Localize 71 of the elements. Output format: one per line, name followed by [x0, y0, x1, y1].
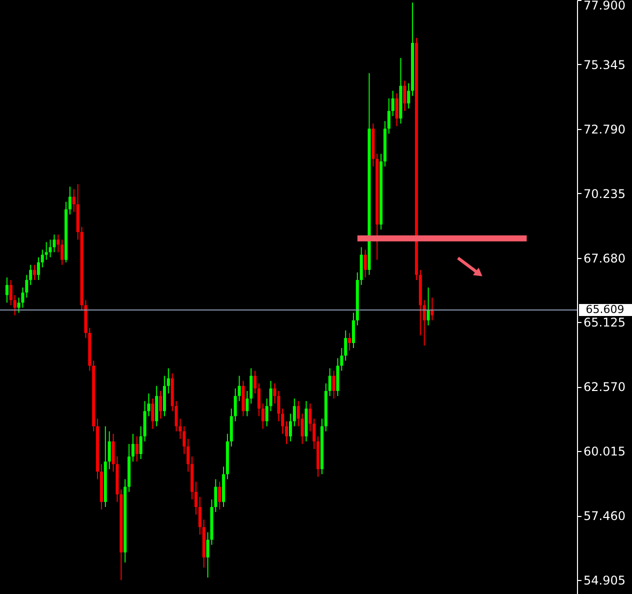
candlestick — [312, 418, 316, 450]
candlestick — [254, 370, 257, 394]
candlestick — [166, 368, 170, 394]
candlestick — [344, 330, 348, 362]
candlestick — [151, 398, 154, 430]
candlestick — [395, 92, 398, 127]
candlestick — [40, 249, 44, 268]
y-tick-label: 67.680 — [584, 251, 626, 266]
candlestick — [387, 98, 390, 134]
candlestick — [194, 481, 198, 516]
candlestick — [68, 186, 72, 215]
candlestick — [285, 420, 288, 444]
candlestick — [288, 413, 292, 442]
candlestick — [246, 390, 249, 417]
candlestick — [234, 388, 237, 422]
candlestick — [36, 256, 40, 280]
y-tick-label: 65.125 — [584, 316, 626, 330]
candlestick — [328, 368, 332, 396]
y-tick-label: 54.905 — [584, 574, 626, 588]
candlestick — [300, 413, 304, 444]
candlestick — [60, 239, 64, 266]
candlestick — [391, 90, 394, 117]
candlestick — [261, 403, 264, 430]
candlestick — [407, 82, 410, 109]
candlestick — [292, 398, 296, 427]
candlestick — [182, 426, 186, 455]
candlestick — [348, 332, 352, 352]
candlestick — [238, 375, 241, 402]
candlestick — [257, 382, 260, 417]
y-tick-label: 75.345 — [584, 58, 626, 72]
candlestick — [308, 403, 312, 432]
candlestick — [25, 274, 28, 298]
candlestick — [139, 426, 142, 460]
candlestick — [332, 370, 336, 400]
candlestick — [44, 242, 48, 260]
candlestick — [340, 348, 344, 372]
candlestick — [56, 234, 60, 253]
candlestick — [218, 481, 222, 510]
candlestick — [250, 368, 253, 404]
candlestick — [273, 382, 276, 404]
candlestick — [277, 390, 280, 422]
y-tick-label: 57.460 — [584, 509, 626, 524]
candlestick — [265, 398, 268, 427]
candlestick — [72, 188, 76, 212]
candlestick — [198, 496, 202, 536]
candlestick — [108, 430, 111, 470]
candlestick — [430, 297, 434, 321]
candlestick — [33, 264, 36, 280]
candlestick — [403, 80, 406, 112]
candlestick — [13, 294, 16, 316]
candlestick — [214, 478, 218, 513]
y-tick-label: 77.900 — [584, 0, 626, 12]
candlestick — [135, 436, 138, 462]
candlestick — [296, 400, 300, 427]
y-tick-label: 62.570 — [584, 380, 626, 394]
y-tick-label: 72.790 — [584, 122, 626, 136]
candlestick — [159, 390, 162, 420]
candlestick — [131, 433, 134, 462]
candlestick — [269, 380, 272, 412]
y-tick-label: 70.235 — [584, 186, 626, 201]
ref-line-label: 65.609 — [586, 303, 624, 316]
candlestick — [352, 312, 355, 349]
candlestick — [29, 264, 32, 286]
candlestick — [364, 249, 367, 278]
y-tick-label: 60.015 — [584, 444, 626, 459]
candlestick — [9, 279, 12, 306]
candlestick — [422, 300, 426, 346]
candlestick — [5, 276, 8, 304]
candlestick — [186, 438, 190, 472]
candlestick — [426, 287, 430, 326]
candlestick — [281, 408, 284, 434]
